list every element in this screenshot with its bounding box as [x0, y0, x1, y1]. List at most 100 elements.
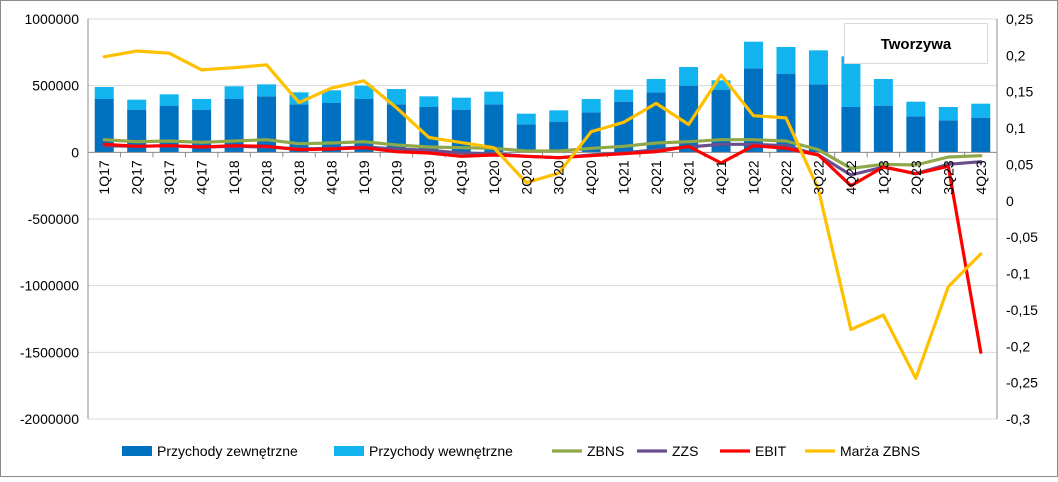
- left-axis-tick-label: 0: [71, 144, 79, 160]
- bar-przychody-zewnetrzne: [906, 116, 926, 153]
- bar-przychody-wewnetrzne: [484, 91, 504, 105]
- legend-swatch: [122, 446, 152, 456]
- category-label: 1Q19: [356, 160, 372, 194]
- bar-przychody-wewnetrzne: [257, 84, 277, 97]
- bar-przychody-wewnetrzne: [127, 99, 147, 110]
- bar-przychody-wewnetrzne: [614, 89, 634, 102]
- bar-przychody-wewnetrzne: [776, 47, 796, 74]
- bar-przychody-zewnetrzne: [289, 104, 309, 153]
- bar-przychody-zewnetrzne: [419, 107, 439, 153]
- bar-przychody-zewnetrzne: [257, 96, 277, 153]
- bar-przychody-zewnetrzne: [516, 124, 536, 153]
- line-marza-zbns: [102, 49, 983, 380]
- category-label: 2Q19: [388, 160, 404, 194]
- bar-przychody-wewnetrzne: [744, 41, 764, 69]
- left-axis-tick-label: -1500000: [20, 344, 79, 360]
- category-label: 3Q22: [810, 160, 826, 194]
- bar-przychody-wewnetrzne: [873, 79, 893, 106]
- right-axis-tick-label: -0,1: [1006, 266, 1030, 282]
- left-axis-tick-label: -1000000: [20, 278, 79, 294]
- bar-przychody-wewnetrzne: [549, 110, 569, 122]
- bar-przychody-wewnetrzne: [906, 101, 926, 117]
- bar-przychody-wewnetrzne: [711, 80, 731, 90]
- right-axis-tick-label: 0,2: [1006, 47, 1026, 63]
- bar-przychody-zewnetrzne: [224, 99, 244, 153]
- title-box: [844, 23, 988, 64]
- legend-label: Przychody wewnętrzne: [369, 443, 513, 459]
- bar-przychody-zewnetrzne: [841, 107, 861, 153]
- bar-przychody-zewnetrzne: [808, 84, 828, 153]
- category-label: 3Q20: [551, 160, 567, 194]
- bar-przychody-wewnetrzne: [679, 67, 699, 86]
- bar-przychody-wewnetrzne: [386, 89, 406, 105]
- bar-przychody-zewnetrzne: [711, 89, 731, 153]
- category-label: 2Q21: [648, 160, 664, 194]
- line-ebit: [102, 142, 983, 354]
- bar-przychody-zewnetrzne: [971, 117, 991, 153]
- bar-przychody-wewnetrzne: [419, 96, 439, 107]
- legend-label: Marża ZBNS: [840, 443, 920, 459]
- bar-przychody-zewnetrzne: [744, 68, 764, 153]
- bar-przychody-zewnetrzne: [614, 101, 634, 153]
- bar-przychody-wewnetrzne: [971, 103, 991, 118]
- category-label: 4Q21: [713, 160, 729, 194]
- bar-przychody-wewnetrzne: [354, 85, 374, 99]
- bar-przychody-wewnetrzne: [94, 87, 114, 99]
- right-axis-tick-label: -0,25: [1006, 375, 1038, 391]
- bar-przychody-wewnetrzne: [581, 99, 601, 113]
- bar-przychody-wewnetrzne: [192, 99, 212, 110]
- left-axis-tick-label: -500000: [28, 211, 80, 227]
- category-label: 1Q21: [616, 160, 632, 194]
- category-label: 2Q20: [518, 160, 534, 194]
- category-label: 1Q20: [486, 160, 502, 194]
- bar-przychody-zewnetrzne: [776, 73, 796, 153]
- category-label: 1Q18: [226, 160, 242, 194]
- category-label: 4Q23: [973, 160, 989, 194]
- category-label: 3Q21: [681, 160, 697, 194]
- right-axis-tick-label: 0: [1006, 193, 1014, 209]
- bar-przychody-wewnetrzne: [224, 86, 244, 99]
- bar-przychody-wewnetrzne: [516, 113, 536, 125]
- right-axis-tick-label: 0,15: [1006, 84, 1033, 100]
- legend-label: EBIT: [755, 443, 787, 459]
- bar-przychody-wewnetrzne: [159, 94, 179, 106]
- category-label: 4Q22: [843, 160, 859, 194]
- bar-przychody-zewnetrzne: [354, 99, 374, 153]
- right-axis-tick-label: 0,05: [1006, 156, 1033, 172]
- category-label: 2Q23: [908, 160, 924, 194]
- left-axis-tick-label: 500000: [32, 78, 79, 94]
- left-axis-tick-label: 1000000: [24, 11, 79, 27]
- category-label: 4Q17: [194, 160, 210, 194]
- bar-przychody-zewnetrzne: [451, 109, 471, 153]
- category-label: 3Q17: [161, 160, 177, 194]
- bar-przychody-wewnetrzne: [451, 97, 471, 110]
- category-label: 3Q18: [291, 160, 307, 194]
- category-label: 3Q23: [940, 160, 956, 194]
- bar-przychody-wewnetrzne: [646, 79, 666, 93]
- right-axis-tick-label: -0,2: [1006, 338, 1030, 354]
- category-label: 1Q22: [746, 160, 762, 194]
- right-axis-tick-label: 0,1: [1006, 120, 1026, 136]
- right-axis-tick-label: -0,15: [1006, 302, 1038, 318]
- chart-title: Tworzywa: [881, 36, 952, 53]
- category-label: 1Q23: [875, 160, 891, 194]
- category-label: 2Q18: [259, 160, 275, 194]
- category-label: 1Q17: [96, 160, 112, 194]
- legend-swatch: [334, 446, 364, 456]
- bar-przychody-wewnetrzne: [841, 56, 861, 107]
- left-axis-tick-label: -2000000: [20, 411, 79, 427]
- category-label: 4Q18: [323, 160, 339, 194]
- bar-przychody-zewnetrzne: [549, 121, 569, 153]
- right-axis-tick-label: -0,3: [1006, 411, 1030, 427]
- legend-label: ZBNS: [587, 443, 624, 459]
- bar-przychody-zewnetrzne: [938, 120, 958, 153]
- line-zbns: [102, 138, 983, 170]
- bar-przychody-zewnetrzne: [321, 103, 341, 153]
- category-label: 4Q20: [583, 160, 599, 194]
- bar-przychody-wewnetrzne: [321, 90, 341, 103]
- category-label: 2Q22: [778, 160, 794, 194]
- bar-przychody-zewnetrzne: [873, 105, 893, 153]
